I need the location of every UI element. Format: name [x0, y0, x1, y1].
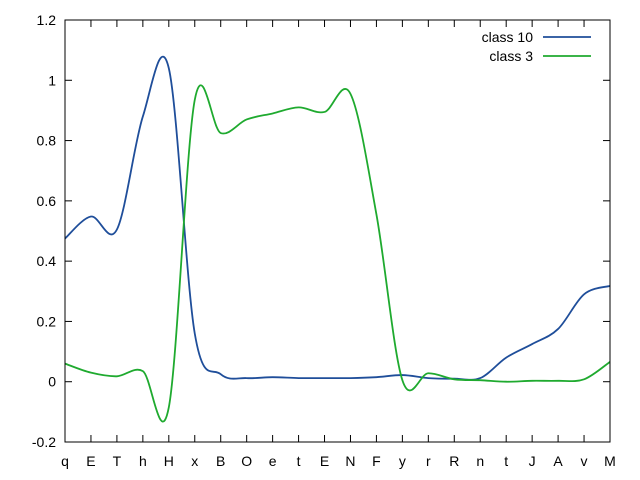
x-tick-label: t	[297, 453, 301, 469]
x-tick-label: B	[216, 453, 225, 469]
series-lines	[64, 55, 611, 423]
x-tick-label: E	[86, 453, 95, 469]
x-tick-label: H	[164, 453, 174, 469]
x-tick-label: M	[604, 453, 616, 469]
series-line-2	[64, 84, 611, 423]
x-tick-label: y	[399, 453, 406, 469]
y-tick-label: 0.6	[37, 193, 57, 209]
x-tick-label: E	[320, 453, 329, 469]
x-tick-label: A	[553, 453, 563, 469]
x-tick-label: T	[113, 453, 122, 469]
series-line-1	[64, 55, 611, 381]
y-tick-label: 0	[48, 374, 56, 390]
legend: class 10 class 3	[482, 29, 591, 64]
x-tick-label: n	[476, 453, 484, 469]
y-tick-label: 0.2	[37, 313, 57, 329]
x-tick-label: t	[504, 453, 508, 469]
x-tick-label: x	[191, 453, 198, 469]
x-tick-label: J	[529, 453, 536, 469]
y-tick-label: 0.4	[37, 253, 57, 269]
x-tick-label: v	[581, 453, 588, 469]
x-tick-label: h	[139, 453, 147, 469]
x-tick-label: N	[345, 453, 355, 469]
x-tick-label: r	[426, 453, 431, 469]
y-tick-label: 1.2	[37, 12, 57, 28]
x-tick-label: F	[372, 453, 381, 469]
legend-label: class 3	[489, 48, 533, 64]
y-tick-label: -0.2	[32, 434, 56, 450]
y-tick-label: 0.8	[37, 133, 57, 149]
y-axis-ticks: -0.2 0 0.2 0.4 0.6 0.8 1 1.2	[32, 12, 610, 450]
plot-frame	[64, 19, 611, 443]
y-tick-label: 1	[48, 72, 56, 88]
x-tick-label: O	[241, 453, 252, 469]
x-tick-label: e	[269, 453, 277, 469]
x-tick-label: q	[61, 453, 69, 469]
legend-label: class 10	[482, 29, 534, 45]
x-tick-label: R	[449, 453, 459, 469]
